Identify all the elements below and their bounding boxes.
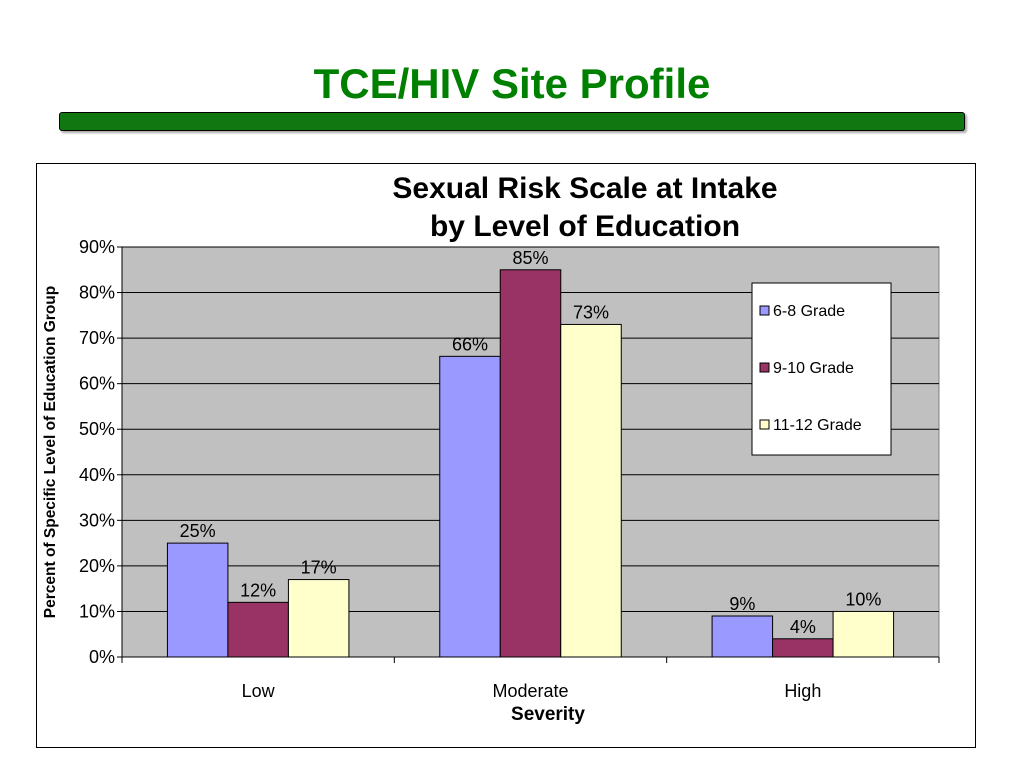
chart-title: Sexual Risk Scale at Intake by Level of E… — [392, 172, 777, 243]
bar-chart: Sexual Risk Scale at Intake by Level of E… — [42, 172, 940, 725]
bar — [499, 269, 562, 658]
data-label: 73% — [573, 302, 609, 322]
y-tick-labels: 0% 10% 20% 30% 40% 50% 60% 70% 80% 90% — [79, 237, 115, 667]
data-label: 85% — [512, 248, 548, 268]
bar — [772, 638, 834, 658]
legend-box — [751, 282, 892, 456]
bar — [166, 542, 229, 658]
legend-swatch — [759, 305, 770, 316]
legend-swatch — [759, 362, 770, 373]
y-tick-label: 90% — [79, 237, 115, 257]
y-axis-title: Percent of Specific Level of Education G… — [42, 286, 59, 618]
bar — [227, 601, 289, 658]
axes — [117, 246, 940, 663]
legend-label: 9-10 Grade — [773, 360, 854, 377]
chart-frame: Sexual Risk Scale at Intake by Level of E… — [36, 163, 976, 748]
x-category-label: High — [784, 681, 821, 701]
y-tick-label: 40% — [79, 465, 115, 485]
y-tick-label: 0% — [89, 647, 115, 667]
legend-swatch — [759, 419, 770, 430]
x-axis-title: Severity — [511, 704, 585, 725]
data-labels: 25% 12% 17% 66% 85% 73% 9% 4% 10% — [180, 248, 882, 637]
bar — [439, 355, 501, 658]
data-label: 12% — [240, 580, 276, 600]
y-tick-label: 50% — [79, 419, 115, 439]
y-tick-label: 30% — [79, 510, 115, 530]
y-tick-label: 70% — [79, 328, 115, 348]
bar — [711, 615, 774, 658]
y-tick-label: 60% — [79, 374, 115, 394]
chart-title-line: by Level of Education — [430, 210, 740, 243]
data-label: 17% — [301, 558, 337, 578]
x-category-label: Moderate — [492, 681, 568, 701]
legend-label: 11-12 Grade — [773, 417, 862, 434]
title-underline-bar — [59, 112, 965, 131]
data-label: 9% — [729, 594, 755, 614]
bars — [166, 269, 895, 658]
data-label: 25% — [180, 521, 216, 541]
bar — [560, 323, 622, 658]
slide-title: TCE/HIV Site Profile — [313, 60, 711, 107]
y-tick-label: 20% — [79, 556, 115, 576]
data-label: 66% — [452, 334, 488, 354]
bar — [832, 610, 895, 658]
x-category-labels: Low Moderate High — [242, 681, 822, 701]
bar — [287, 579, 350, 658]
chart-title-line: Sexual Risk Scale at Intake — [392, 172, 777, 205]
data-label: 4% — [790, 617, 816, 637]
x-category-label: Low — [242, 681, 276, 701]
y-tick-label: 80% — [79, 283, 115, 303]
legend: 6-8 Grade 9-10 Grade 11-12 Grade — [751, 282, 892, 456]
legend-label: 6-8 Grade — [773, 303, 845, 320]
y-tick-label: 10% — [79, 601, 115, 621]
data-label: 10% — [845, 589, 881, 609]
